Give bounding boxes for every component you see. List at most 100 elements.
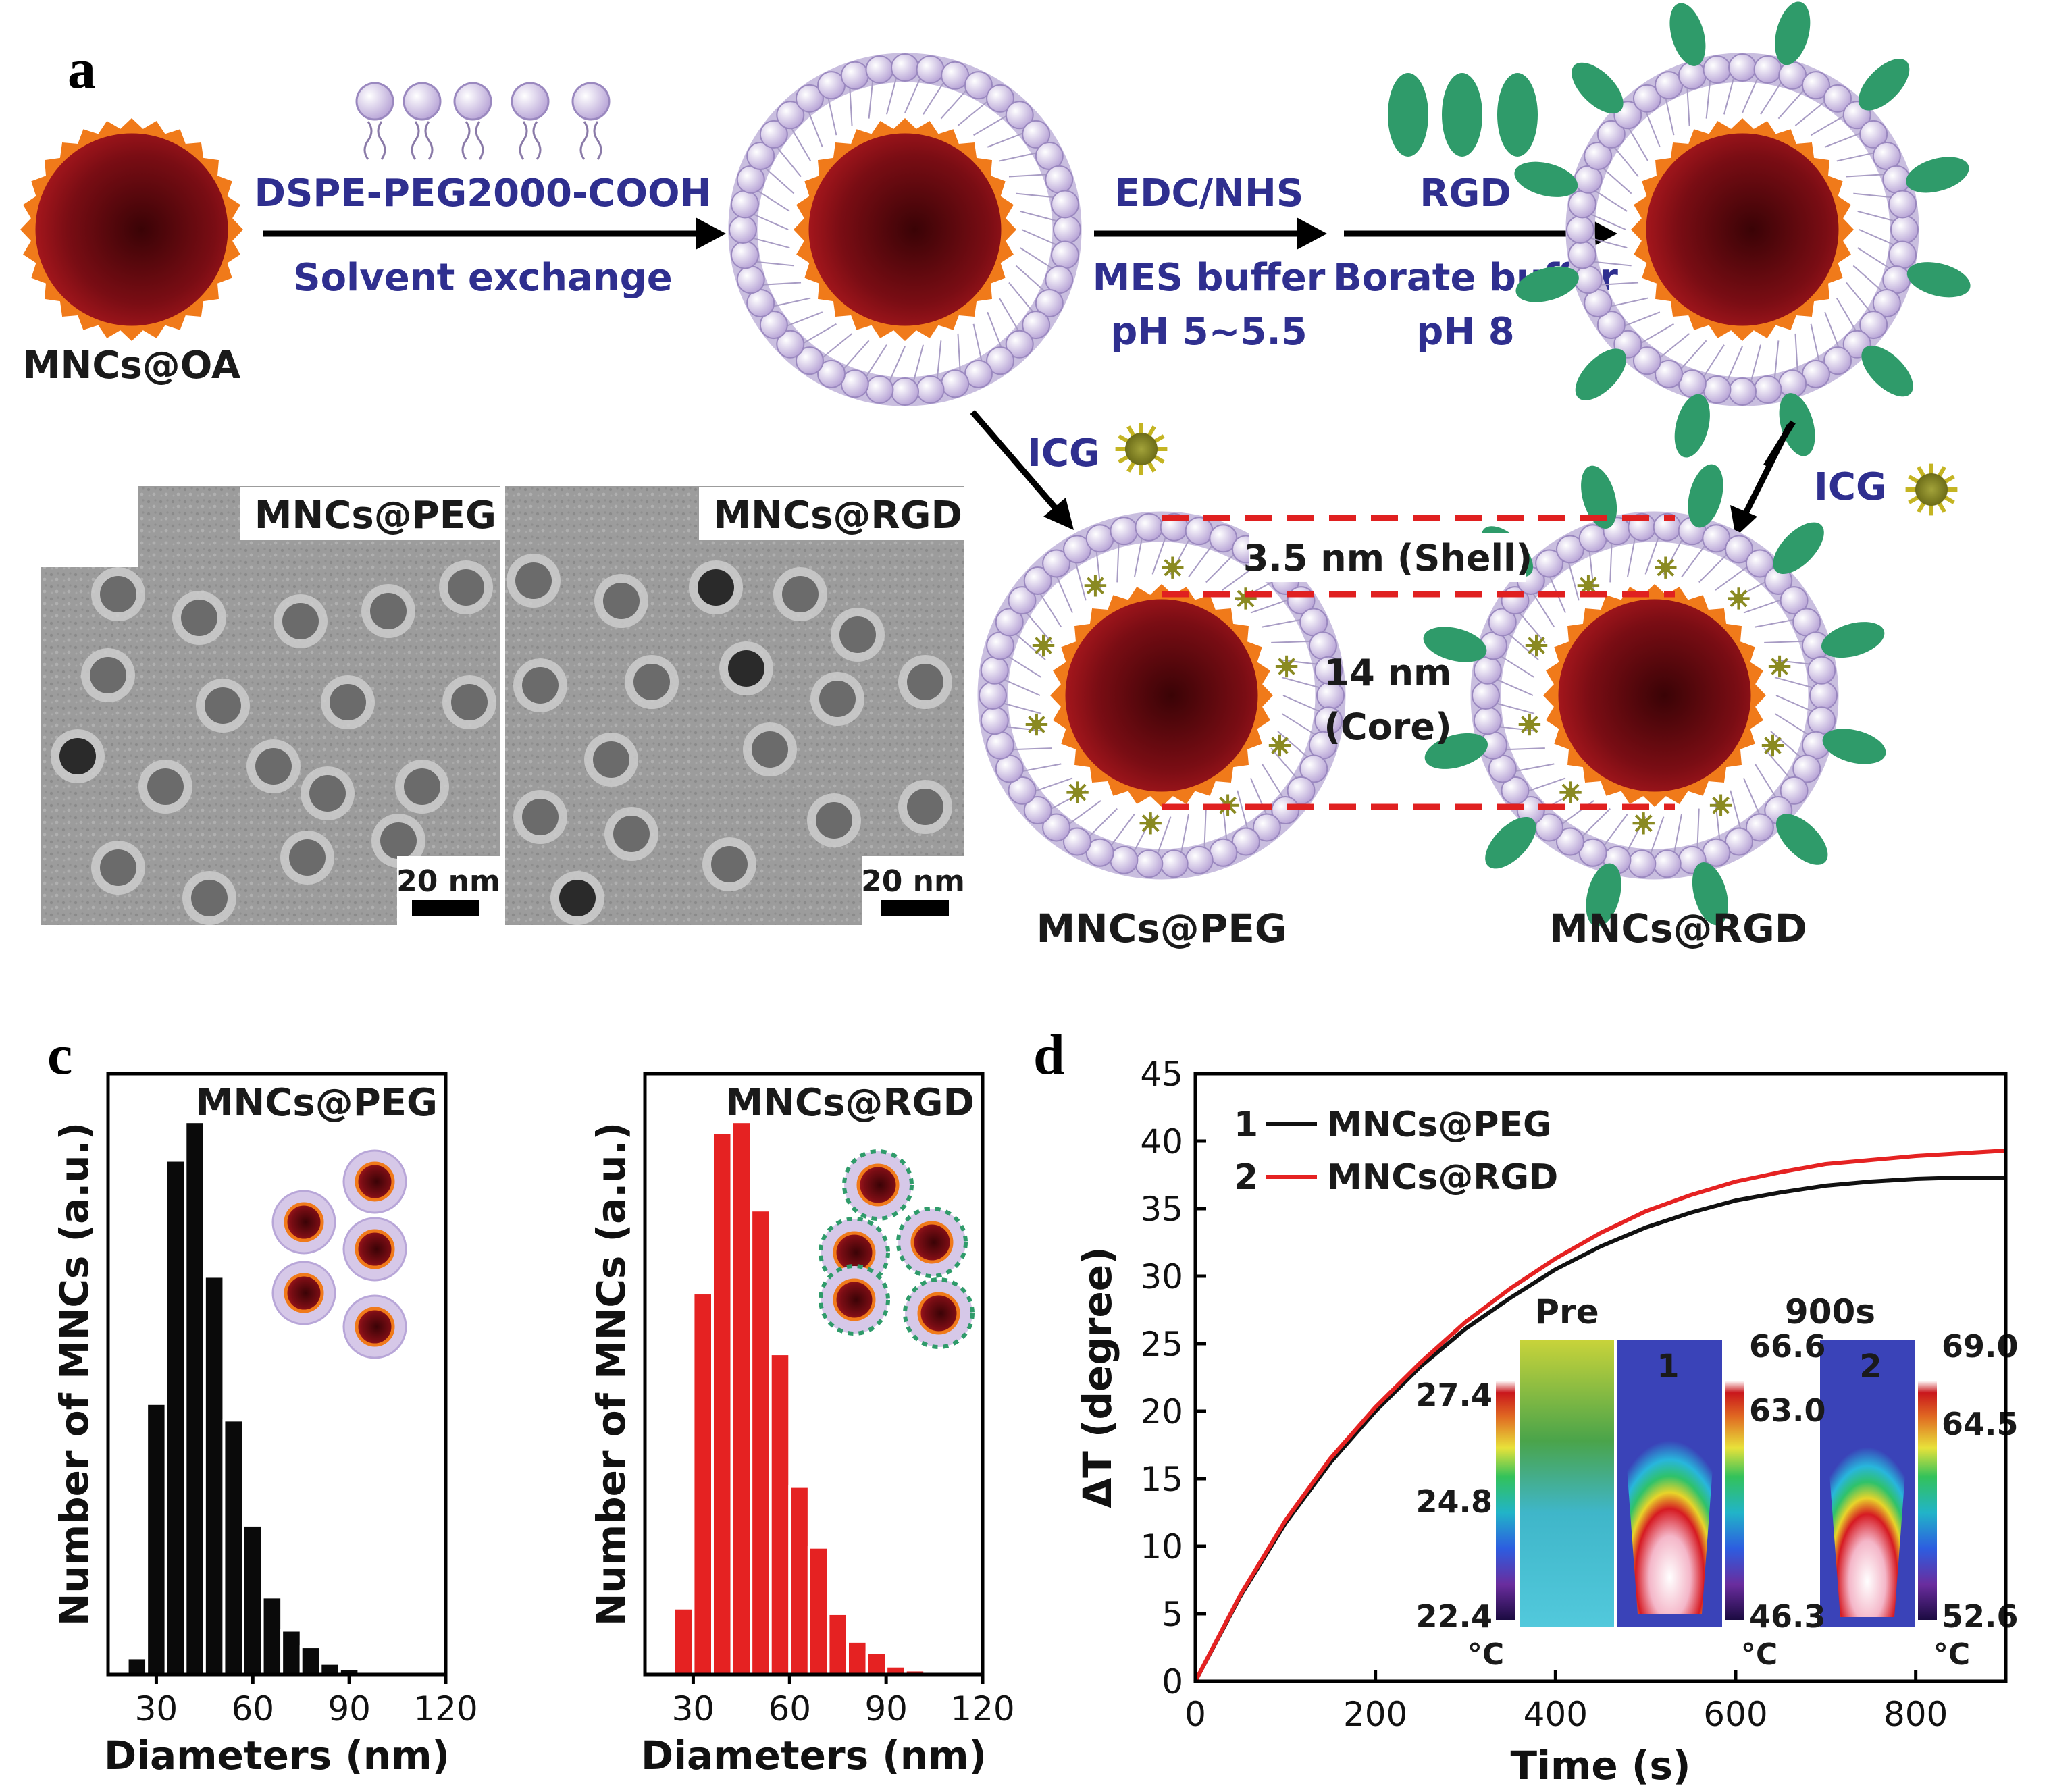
series-line-2 bbox=[1193, 1149, 2006, 1683]
inset-pre-mid: 24.8 bbox=[1416, 1483, 1493, 1520]
histogram-frame bbox=[106, 1072, 448, 1677]
histogram-bar bbox=[750, 1209, 772, 1676]
panel-label-a: a bbox=[68, 38, 96, 101]
y-tick-label: 15 bbox=[1140, 1460, 1183, 1499]
tem-peg-title: MNCs@PEG bbox=[255, 494, 496, 537]
icg-label-left: ICG bbox=[1027, 431, 1100, 475]
x-tick-label: 400 bbox=[1524, 1695, 1588, 1734]
core-size-label: 14 nm bbox=[1324, 652, 1452, 694]
histogram-bar bbox=[164, 1159, 187, 1676]
legend-label-2: MNCs@RGD bbox=[1327, 1157, 1558, 1198]
histogram-tick-label: 60 bbox=[768, 1689, 811, 1729]
tem-image-peg: MNCs@PEG 20 nm bbox=[41, 486, 500, 925]
histogram-tick-label: 30 bbox=[672, 1689, 715, 1729]
y-tick-label: 45 bbox=[1140, 1055, 1183, 1094]
inset-colorbar-2 bbox=[1918, 1381, 1937, 1620]
inset-2-tag: 2 bbox=[1859, 1348, 1881, 1386]
histogram-tick-label: 30 bbox=[135, 1689, 178, 1729]
step1-condition: Solvent exchange bbox=[293, 256, 673, 300]
histogram-bar bbox=[145, 1402, 167, 1677]
histogram-tick-label: 90 bbox=[328, 1689, 371, 1729]
arrow-icg-right-body bbox=[1730, 423, 1793, 537]
inset-pre-min: 22.4 bbox=[1416, 1598, 1493, 1635]
y-tick-label: 40 bbox=[1140, 1122, 1183, 1161]
arrow-icg-left bbox=[970, 410, 1074, 530]
y-axis-label: ΔT (degree) bbox=[1074, 1246, 1120, 1508]
tem-rgd-title: MNCs@RGD bbox=[713, 494, 962, 537]
y-tick-label: 30 bbox=[1140, 1257, 1183, 1296]
mncs-peg-icg-particle bbox=[977, 511, 1346, 880]
histogram-bar bbox=[672, 1606, 695, 1676]
histogram-bar bbox=[184, 1120, 206, 1676]
histogram-xlabel: Diameters (nm) bbox=[641, 1733, 987, 1778]
legend-label-1: MNCs@PEG bbox=[1327, 1105, 1552, 1145]
histogram-frame bbox=[643, 1072, 985, 1677]
y-tick-label: 10 bbox=[1140, 1527, 1183, 1566]
tem-images: MNCs@PEG 20 nm MNCs@RGD 20 nm bbox=[41, 486, 965, 925]
arrow-step2 bbox=[1094, 217, 1327, 250]
y-tick-label: 5 bbox=[1162, 1595, 1183, 1634]
histogram-bar bbox=[203, 1275, 226, 1676]
step3-ph: pH 8 bbox=[1416, 310, 1514, 354]
histogram-bar bbox=[807, 1546, 830, 1677]
histogram-bar bbox=[261, 1596, 284, 1676]
dspe-peg-lipid-icons bbox=[355, 82, 611, 160]
mncs-rgd-particle bbox=[1514, 1, 1971, 458]
histogram-title: MNCs@PEG bbox=[196, 1081, 438, 1125]
histogram-xlabel: Diameters (nm) bbox=[104, 1733, 450, 1778]
histogram-bar bbox=[827, 1612, 850, 1676]
tem-peg-scale-label: 20 nm bbox=[396, 864, 500, 899]
rgd-peptide-icons bbox=[1388, 73, 1538, 157]
histogram-tick-label: 60 bbox=[231, 1689, 274, 1729]
mncs-oa-particle bbox=[20, 118, 243, 341]
histogram-bar bbox=[846, 1639, 868, 1677]
histogram-bar bbox=[711, 1131, 733, 1677]
histogram-bar bbox=[299, 1645, 322, 1677]
final-peg-label: MNCs@PEG bbox=[1036, 905, 1287, 951]
tem-rgd-scale-label: 20 nm bbox=[861, 864, 965, 899]
x-tick-label: 600 bbox=[1703, 1695, 1767, 1734]
histogram-bar bbox=[222, 1419, 244, 1677]
x-tick-label: 800 bbox=[1884, 1695, 1948, 1734]
tem-image-rgd: MNCs@RGD 20 nm bbox=[505, 486, 965, 925]
inset-1-tag: 1 bbox=[1657, 1348, 1679, 1386]
histogram-bar bbox=[126, 1656, 149, 1677]
x-axis-label: Time (s) bbox=[1511, 1743, 1691, 1789]
inset-thermal-pre bbox=[1520, 1340, 1614, 1627]
core-label: (Core) bbox=[1324, 706, 1451, 748]
histogram-tick-label: 120 bbox=[413, 1689, 477, 1729]
y-tick-label: 20 bbox=[1140, 1392, 1183, 1431]
shell-thickness-label: 3.5 nm (Shell) bbox=[1243, 537, 1532, 579]
tem-rgd-scalebar bbox=[881, 900, 949, 916]
x-tick-label: 0 bbox=[1185, 1695, 1206, 1734]
tem-peg-scalebar bbox=[412, 900, 479, 916]
inset-1-mid: 63.0 bbox=[1749, 1392, 1826, 1429]
inset-pre-unit: °C bbox=[1468, 1637, 1504, 1672]
inset-1-unit: °C bbox=[1741, 1637, 1777, 1672]
temperature-chart: Pre 900s27.424.822.4°C66.663.046.3°C169.0… bbox=[1074, 1055, 2019, 1789]
panel-label-d: d bbox=[1033, 1024, 1065, 1086]
histogram-tick-label: 90 bbox=[864, 1689, 908, 1729]
histogram-bar bbox=[769, 1352, 791, 1676]
histogram-ylabel: Number of MNCs (a.u.) bbox=[51, 1122, 97, 1626]
inset-pre-max: 27.4 bbox=[1416, 1377, 1493, 1413]
inset-pre-label: Pre bbox=[1534, 1292, 1599, 1332]
inset-colorbar-1 bbox=[1725, 1381, 1744, 1620]
legend-index-2: 2 bbox=[1234, 1157, 1258, 1198]
inset-2-unit: °C bbox=[1933, 1637, 1970, 1672]
mncs-peg-particle bbox=[728, 53, 1082, 406]
dimension-lines bbox=[1162, 515, 1675, 810]
icg-sun-icon-right bbox=[1905, 463, 1958, 516]
y-tick-label: 25 bbox=[1140, 1325, 1183, 1364]
histogram-bar bbox=[692, 1292, 715, 1676]
synthesis-scheme: MNCs@OA DSPE-PEG2000-COOH Solvent exchan… bbox=[20, 1, 1971, 951]
histogram-bar bbox=[242, 1523, 264, 1677]
histogram-title: MNCs@RGD bbox=[725, 1081, 975, 1125]
y-tick-label: 35 bbox=[1140, 1190, 1183, 1229]
step2-reagent: EDC/NHS bbox=[1114, 172, 1303, 215]
arrow-step1 bbox=[263, 217, 726, 250]
series-line-1 bbox=[1193, 1176, 2006, 1683]
step2-buffer: MES buffer bbox=[1093, 256, 1326, 300]
